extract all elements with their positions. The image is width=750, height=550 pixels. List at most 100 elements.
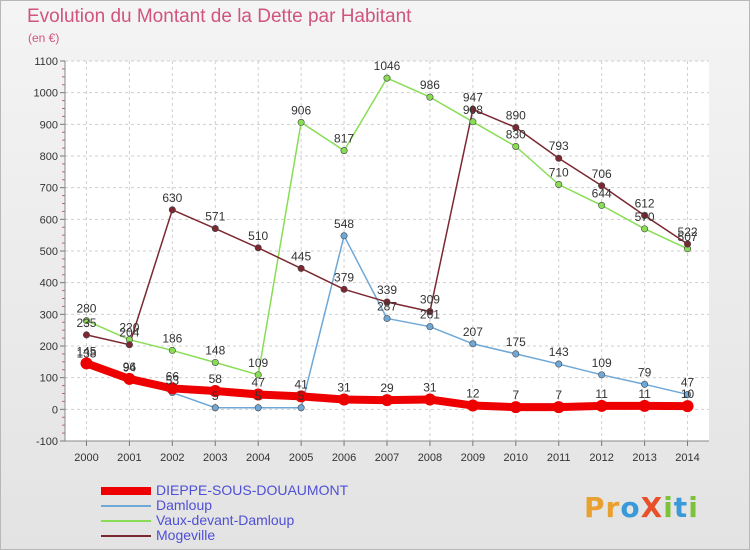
data-point [209,384,222,397]
data-label: 280 [76,302,96,316]
data-point [469,340,477,348]
data-point [555,181,563,189]
data-point [426,307,434,315]
legend-swatch [101,504,151,507]
x-tick-label: 2003 [203,452,227,464]
legend-item: Vaux-devant-Damloup [101,513,348,528]
legend-label: Vaux-devant-Damloup [156,512,295,528]
data-label: 94 [123,361,137,375]
data-label: 96 [123,360,137,374]
data-point [297,264,305,272]
data-point [254,371,262,379]
legend-item: Mogeville [101,528,348,543]
data-label: 148 [205,343,225,357]
data-label: 379 [334,270,354,284]
data-point [638,399,651,412]
data-point [469,105,477,113]
data-point [168,206,176,214]
data-label: 207 [463,325,483,339]
data-label: 11 [638,387,651,401]
data-label: 220 [119,321,139,335]
data-label: 710 [549,166,569,180]
x-tick-label: 2011 [547,452,571,464]
y-tick-label: 100 [40,373,58,385]
data-point [168,346,176,354]
data-point [297,404,305,412]
data-point [466,399,479,412]
data-label: 947 [463,90,483,104]
data-label: 906 [291,103,311,117]
data-point [641,212,649,220]
logo-letter: P [584,491,606,524]
data-label: 522 [678,225,698,239]
data-point [381,394,393,407]
data-point [512,124,520,132]
data-point [512,143,520,151]
x-tick-label: 2001 [117,452,141,464]
data-label: 445 [291,249,311,263]
data-point [166,382,179,395]
chart-subtitle: (en €) [28,31,60,45]
data-label: 66 [166,369,180,383]
data-label: 644 [592,186,612,200]
data-label: 58 [209,372,223,386]
legend-swatch [101,486,151,495]
data-point [80,357,93,370]
data-label: 510 [248,229,268,243]
data-point [509,401,522,414]
data-point [383,74,391,82]
data-point [469,118,477,126]
data-point [555,154,563,162]
data-point [684,390,692,398]
data-label: 204 [119,326,139,340]
data-label: 830 [506,128,526,142]
data-label: 29 [380,381,394,395]
y-tick-label: 900 [40,119,58,131]
data-label: 793 [549,139,569,153]
data-point [598,182,606,190]
y-tick-label: 0 [52,404,58,416]
data-point [254,244,262,252]
y-tick-label: 400 [40,278,58,290]
data-label: 138 [76,347,96,361]
x-tick-label: 2004 [246,452,270,464]
data-label: 287 [377,299,397,313]
data-point [297,118,305,126]
data-point [641,380,649,388]
data-label: 235 [76,316,96,330]
x-tick-label: 2008 [418,452,442,464]
data-point [340,232,348,240]
data-point [423,393,436,406]
y-tick-label: 600 [40,214,58,226]
data-point [252,388,265,401]
data-point [211,404,219,412]
data-label: 261 [420,308,440,322]
data-label: 571 [205,210,225,224]
data-label: 570 [635,210,655,224]
data-label: 986 [420,78,440,92]
data-label: 5 [255,389,262,403]
data-label: 47 [252,375,266,389]
data-label: 53 [166,374,180,388]
legend-swatch [101,534,151,537]
data-label: 31 [337,381,351,395]
legend-label: Mogeville [156,527,216,543]
data-point [211,358,219,366]
x-tick-label: 2013 [632,452,656,464]
data-point [555,360,563,368]
y-tick-label: 200 [40,341,58,353]
x-tick-label: 2007 [375,452,399,464]
data-label: 41 [294,377,308,391]
data-label: 145 [76,344,96,358]
data-point [123,372,136,385]
x-tick-label: 2010 [504,452,528,464]
data-point [598,371,606,379]
data-point [254,404,262,412]
x-tick-label: 2000 [74,452,98,464]
chart-title: Evolution du Montant de la Dette par Hab… [27,6,412,27]
logo-letter: o [620,491,641,524]
data-label: 186 [162,331,182,345]
legend-item: DIEPPE-SOUS-DOUAUMONT [101,483,348,498]
